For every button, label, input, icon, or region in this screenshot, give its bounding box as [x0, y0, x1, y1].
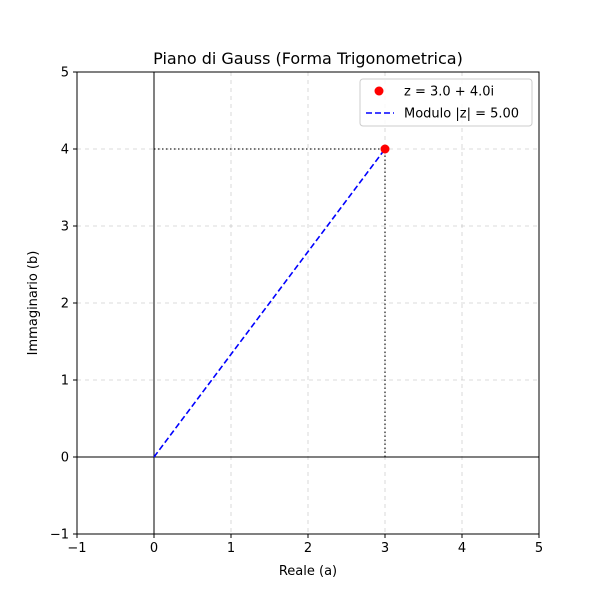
y-tick-label-5: 4: [61, 143, 69, 158]
y-tick-label-4: 3: [61, 220, 69, 235]
legend: z = 3.0 + 4.0i Modulo |z| = 5.00: [359, 78, 533, 127]
x-tick-label-1: 0: [150, 541, 158, 556]
y-tick-label-2: 1: [61, 374, 69, 389]
point-z: [380, 144, 390, 154]
y-tick-label-3: 2: [61, 297, 69, 312]
ticks: −1 0 1 2 3 4 5 −1 0 1 2 3 4 5: [50, 66, 543, 557]
y-tick-label-0: −1: [50, 528, 69, 543]
x-tick-label-2: 1: [227, 541, 235, 556]
y-tick-label-1: 0: [61, 451, 69, 466]
x-tick-label-4: 3: [381, 541, 389, 556]
series: [153, 144, 390, 458]
modulus-line: [153, 148, 386, 458]
x-tick-label-3: 2: [304, 541, 312, 556]
y-tick-label-6: 5: [61, 66, 69, 81]
y-axis-label: Immaginario (b): [26, 251, 41, 356]
legend-label-modulus: Modulo |z| = 5.00: [404, 107, 519, 122]
x-tick-label-0: −1: [67, 541, 86, 556]
x-tick-label-6: 5: [535, 541, 543, 556]
legend-label-point: z = 3.0 + 4.0i: [404, 85, 494, 100]
legend-marker-point: [374, 86, 384, 96]
x-axis-label: Reale (a): [279, 564, 337, 579]
legend-box: [359, 78, 533, 127]
projection-lines: [154, 148, 386, 457]
x-tick-label-5: 4: [458, 541, 466, 556]
chart-title: Piano di Gauss (Forma Trigonometrica): [153, 49, 463, 68]
